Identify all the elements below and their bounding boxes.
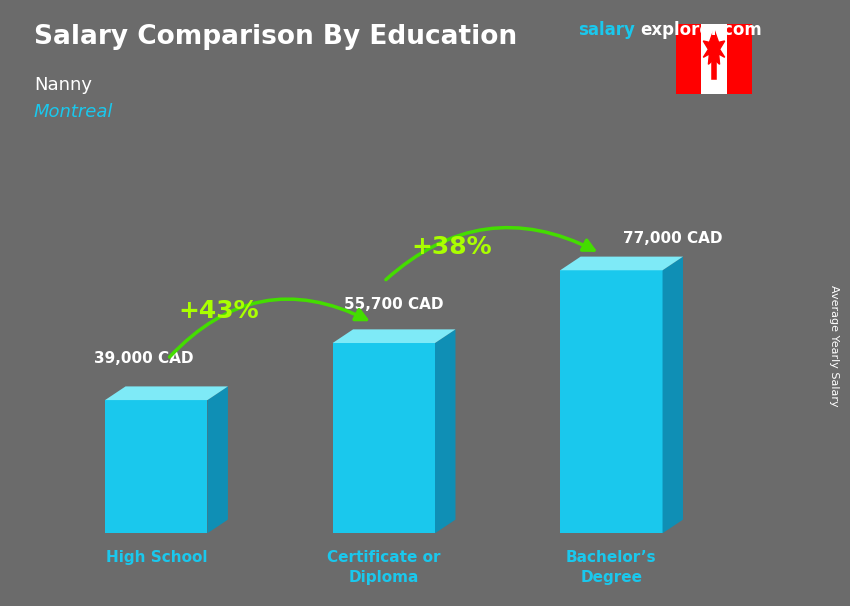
Text: salary: salary xyxy=(578,21,635,39)
Polygon shape xyxy=(207,387,228,533)
Text: +38%: +38% xyxy=(411,235,492,259)
Polygon shape xyxy=(435,330,456,533)
Polygon shape xyxy=(560,256,683,270)
Text: Nanny: Nanny xyxy=(34,76,92,94)
Polygon shape xyxy=(703,30,725,64)
Text: explorer.com: explorer.com xyxy=(640,21,762,39)
Polygon shape xyxy=(105,387,228,400)
Polygon shape xyxy=(560,270,662,533)
Bar xyxy=(676,24,701,94)
Text: Average Yearly Salary: Average Yearly Salary xyxy=(829,285,839,406)
Polygon shape xyxy=(332,330,456,343)
Polygon shape xyxy=(105,400,207,533)
Text: Salary Comparison By Education: Salary Comparison By Education xyxy=(34,24,517,50)
Bar xyxy=(701,24,727,94)
Text: +43%: +43% xyxy=(178,299,259,323)
Bar xyxy=(727,24,752,94)
Polygon shape xyxy=(662,256,683,533)
Polygon shape xyxy=(332,343,435,533)
Text: Montreal: Montreal xyxy=(34,103,113,121)
Text: 39,000 CAD: 39,000 CAD xyxy=(94,351,193,366)
Text: 77,000 CAD: 77,000 CAD xyxy=(623,231,722,247)
Text: 55,700 CAD: 55,700 CAD xyxy=(344,298,444,312)
